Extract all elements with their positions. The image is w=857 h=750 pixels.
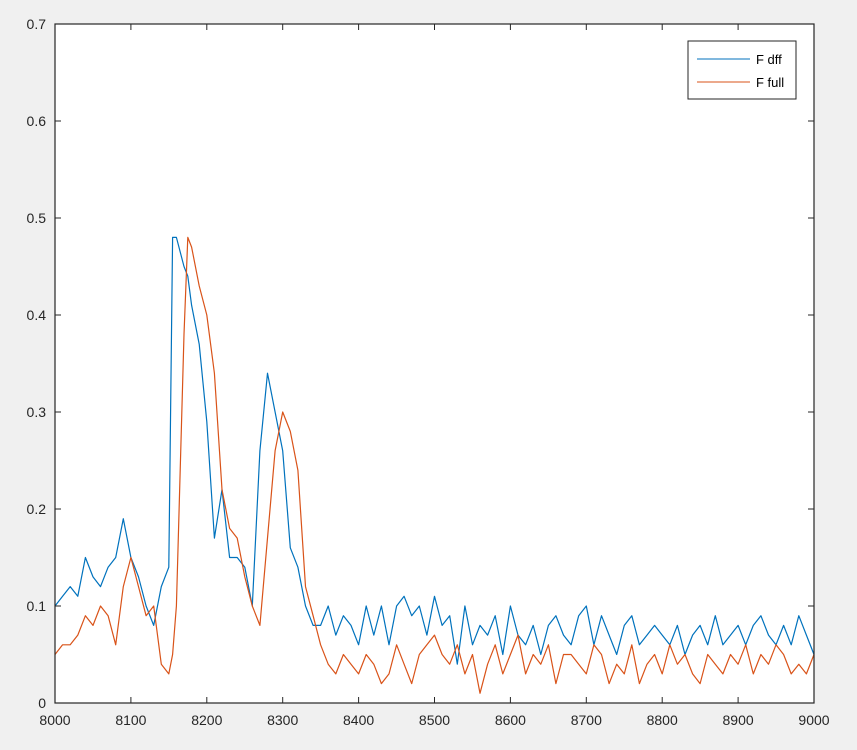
legend-label-f-full: F full bbox=[756, 75, 784, 90]
x-axis: 8000 8100 8200 8300 8400 8500 8600 8700 8800 8900… bbox=[39, 24, 830, 728]
y-tick-label: 0.5 bbox=[27, 210, 47, 226]
x-tick-label: 8000 bbox=[39, 712, 70, 728]
x-tick-label: 9000 bbox=[798, 712, 829, 728]
legend-box bbox=[687, 40, 797, 100]
series-layer bbox=[54, 236, 815, 694]
plot-area bbox=[55, 24, 814, 703]
legend-label-f-dff: F dff bbox=[756, 52, 782, 67]
x-tick-label: 8400 bbox=[343, 712, 374, 728]
y-tick-label: 0.1 bbox=[27, 598, 47, 614]
x-tick-label: 8100 bbox=[115, 712, 146, 728]
y-tick-label: 0.3 bbox=[27, 404, 47, 420]
x-tick-label: 8200 bbox=[191, 712, 222, 728]
x-tick-label: 8600 bbox=[495, 712, 526, 728]
y-axis: 0 0.1 0.2 0.3 0.4 0.5 0.6 0.7 bbox=[27, 16, 814, 711]
x-tick-label: 8300 bbox=[267, 712, 298, 728]
x-tick-label: 8700 bbox=[571, 712, 602, 728]
y-tick-label: 0.6 bbox=[27, 113, 47, 129]
series-line-f-full bbox=[54, 236, 815, 694]
x-tick-label: 8500 bbox=[419, 712, 450, 728]
x-tick-label: 8800 bbox=[647, 712, 678, 728]
y-tick-label: 0 bbox=[38, 695, 46, 711]
y-tick-label: 0.4 bbox=[27, 307, 47, 323]
x-tick-label: 8900 bbox=[723, 712, 754, 728]
legend[interactable]: F dff F full bbox=[687, 40, 797, 100]
y-tick-label: 0.2 bbox=[27, 501, 47, 517]
y-tick-label: 0.7 bbox=[27, 16, 47, 32]
